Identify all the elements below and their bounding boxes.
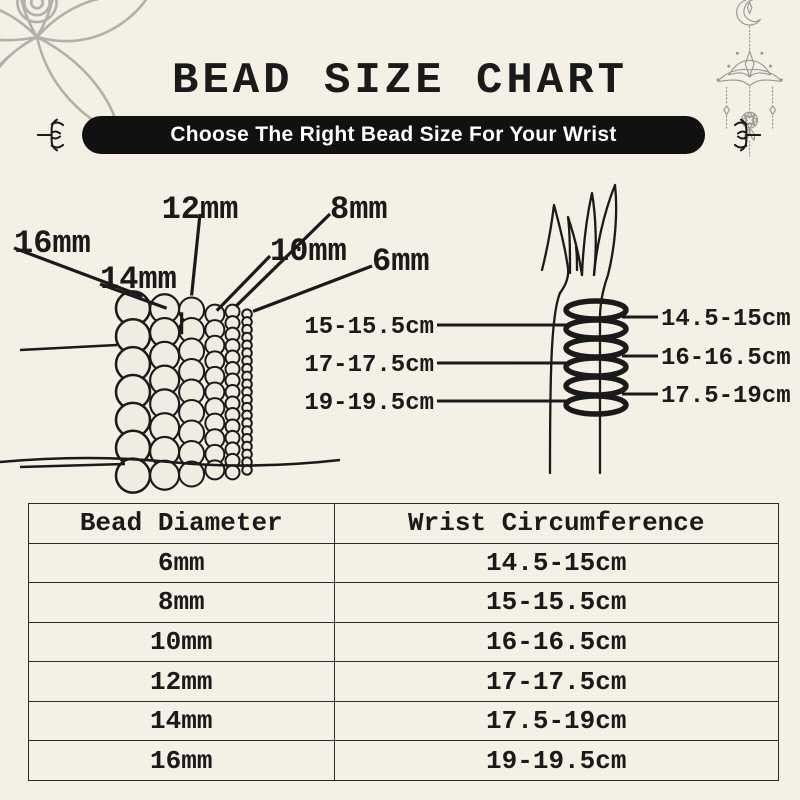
svg-text:16-16.5cm: 16-16.5cm (661, 345, 791, 372)
svg-text:17-17.5cm: 17-17.5cm (304, 352, 434, 379)
svg-text:19-19.5cm: 19-19.5cm (304, 390, 434, 417)
svg-text:14.5-15cm: 14.5-15cm (661, 306, 791, 333)
svg-text:15-15.5cm: 15-15.5cm (304, 314, 434, 341)
svg-text:17.5-19cm: 17.5-19cm (661, 383, 791, 410)
